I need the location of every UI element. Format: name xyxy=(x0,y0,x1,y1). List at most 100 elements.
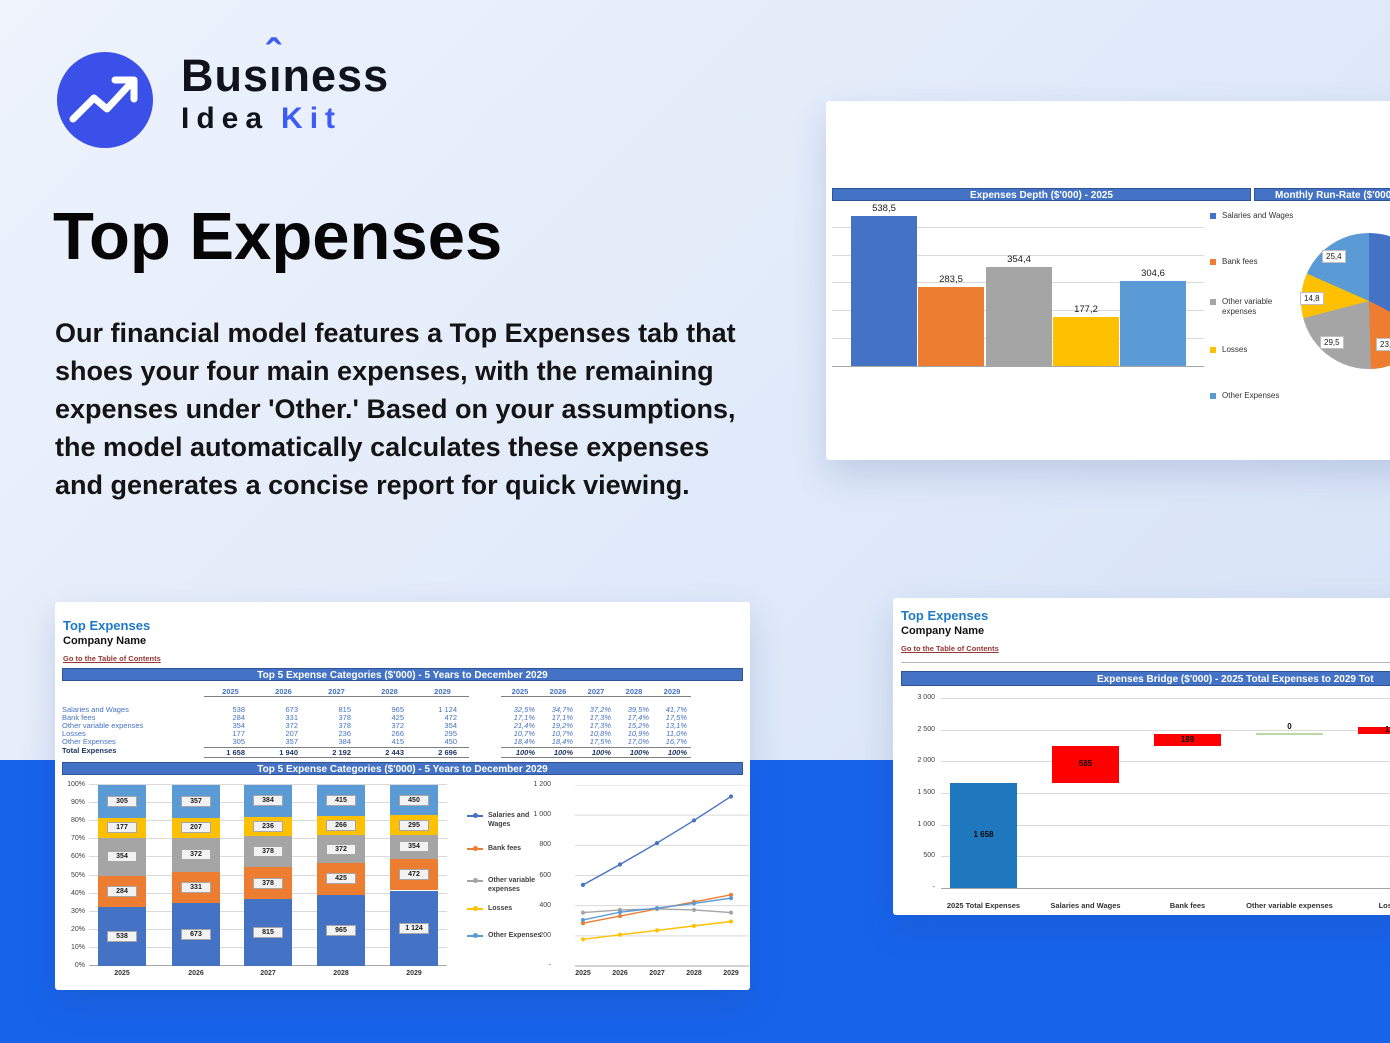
cell-value: 965 xyxy=(391,705,404,714)
y-tick-label: 30% xyxy=(70,907,85,915)
table-of-contents-link[interactable]: Go to the Table of Contents xyxy=(901,644,999,653)
table-row: Losses 177 207 236 266 295 10,7% 10,7% 10,8% 10,9… xyxy=(62,730,743,738)
y-tick-label: 1 000 xyxy=(533,811,551,819)
sheet-header-block: Top Expenses Company Name Go to the Tabl… xyxy=(63,618,161,666)
sheet-header-block: Top Expenses Company Name Go to the Tabl… xyxy=(901,608,999,656)
gap-cell xyxy=(469,706,501,714)
segment-value-label: 207 xyxy=(181,822,211,834)
table-total-row: Total Expenses 1 658 1 940 2 192 2 443 2 696 1… xyxy=(62,747,743,758)
table-of-contents-link[interactable]: Go to the Table of Contents xyxy=(63,654,161,663)
year-header: 2026 xyxy=(257,688,310,697)
chart-header-expenses-depth: Expenses Depth ($'000) - 2025 xyxy=(832,188,1251,201)
year-header: 2025 xyxy=(204,688,257,697)
segment-value-label: 354 xyxy=(107,851,137,863)
cell-value: 538 xyxy=(232,705,245,714)
y-tick-label: 800 xyxy=(539,841,551,849)
bar-Losses xyxy=(1053,316,1119,366)
y-tick-label: 20% xyxy=(70,925,85,933)
table-row: Bank fees 284 331 378 425 472 17,1% 17,1% 17,3% 1… xyxy=(62,714,743,722)
cell-value: 295 xyxy=(444,729,457,738)
waterfall-value-label: 585 xyxy=(1078,759,1093,769)
brand-kit: Kit xyxy=(281,102,343,135)
cell-value: 354 xyxy=(444,721,457,730)
x-tick-label: 2027 xyxy=(260,970,276,977)
cell-value: 378 xyxy=(338,721,351,730)
total-value: 1 658 xyxy=(204,747,257,758)
y-tick-label: 50% xyxy=(70,871,85,879)
cell-pct: 17,3% xyxy=(589,713,611,722)
cell-pct: 13,1% xyxy=(665,721,687,730)
cell-pct: 32,5% xyxy=(513,705,535,714)
y-tick-label: 500 xyxy=(923,852,935,860)
cell-value: 815 xyxy=(338,705,351,714)
sheet-company-name: Company Name xyxy=(63,635,147,647)
cell-value: 357 xyxy=(285,737,298,746)
sheet-company-name: Company Name xyxy=(901,625,985,637)
top5-expense-table: 2025 2026 2027 2028 2029 2025 2026 2027 2028 2029… xyxy=(62,688,743,758)
legend-dot xyxy=(473,906,478,911)
legend-label: Other variable expenses xyxy=(488,877,536,893)
segment-value-label: 472 xyxy=(399,869,429,881)
waterfall-value-label: 1 658 xyxy=(973,830,994,840)
cell-pct: 19,2% xyxy=(551,721,573,730)
waterfall-value-label: 118 xyxy=(1385,725,1390,735)
cell-value: 372 xyxy=(285,721,298,730)
bar-Other Expenses xyxy=(1120,281,1186,366)
cell-pct: 16,7% xyxy=(665,737,687,746)
brand-ness: ness xyxy=(282,50,390,101)
bar-Bank fees xyxy=(918,287,984,366)
year-header-pct: 2026 xyxy=(539,688,577,697)
y-tick-label: 400 xyxy=(539,901,551,909)
data-point-marker xyxy=(580,910,586,915)
x-tick-label: 2026 xyxy=(188,970,204,977)
segment-value-label: 815 xyxy=(253,926,283,938)
table-row: Other variable expenses 354 372 378 372 354 21… xyxy=(62,722,743,730)
gap-cell xyxy=(469,714,501,722)
data-point-marker xyxy=(580,882,586,887)
legend-item: Salaries and Wages xyxy=(467,811,550,829)
brand-bus: Bus xyxy=(181,50,270,101)
x-tick-label: 2025 xyxy=(575,970,591,977)
stacked-bar-chart-top5: 538 284 354 177 305 673 331 372 207 357 815 378 378 2… xyxy=(89,784,447,966)
y-tick-label: - xyxy=(548,962,551,969)
legend-item: Losses xyxy=(1210,345,1302,355)
data-point-marker xyxy=(728,892,734,897)
x-tick-label: Losses xyxy=(1378,901,1390,910)
table-row: Other Expenses 305 357 384 415 450 18,4% 18,4% 1… xyxy=(62,738,743,746)
segment-value-label: 538 xyxy=(107,931,137,943)
x-tick-label: Other variable expenses xyxy=(1246,901,1333,910)
table-row: Salaries and Wages 538 673 815 965 1 124 32,5%… xyxy=(62,706,743,714)
brand-line2: Idea Kit xyxy=(181,102,389,136)
data-point-marker xyxy=(728,794,734,799)
x-tick-label: 2029 xyxy=(723,970,739,977)
y-tick-label: 90% xyxy=(70,799,85,807)
x-tick-label: 2025 xyxy=(114,970,130,977)
segment-value-label: 378 xyxy=(253,877,283,889)
bar-chart-expenses-depth: 538,5 283,5 354,4 177,2 304,6 xyxy=(832,203,1204,367)
row-label: Salaries and Wages xyxy=(62,705,129,714)
page-title: Top Expenses xyxy=(53,199,503,274)
gridline xyxy=(832,226,1204,228)
waterfall-bar-Salaries and Wages xyxy=(1052,745,1119,783)
cell-pct: 37,2% xyxy=(589,705,611,714)
data-point-marker xyxy=(691,907,697,912)
cell-value: 384 xyxy=(338,737,351,746)
legend-label: Bank fees xyxy=(1222,257,1258,266)
segment-value-label: 177 xyxy=(107,822,137,834)
line-chart-canvas xyxy=(575,784,749,967)
legend-item: Bank fees xyxy=(1210,257,1302,267)
waterfall-chart-expenses-bridge: 1 658 585 189 0 118 xyxy=(941,698,1390,894)
gridline xyxy=(832,254,1204,256)
cell-value: 236 xyxy=(338,729,351,738)
gap-cell xyxy=(469,747,501,758)
cell-pct: 34,7% xyxy=(551,705,573,714)
data-point-marker xyxy=(691,901,697,906)
y-tick-label: 3 000 xyxy=(917,694,935,701)
row-label: Losses xyxy=(62,729,86,738)
x-axis xyxy=(941,888,1390,889)
y-tick-label: 80% xyxy=(70,817,85,825)
legend-label: Salaries and Wages xyxy=(488,812,530,828)
cell-value: 331 xyxy=(285,713,298,722)
cell-value: 305 xyxy=(232,737,245,746)
segment-value-label: 236 xyxy=(253,820,283,832)
